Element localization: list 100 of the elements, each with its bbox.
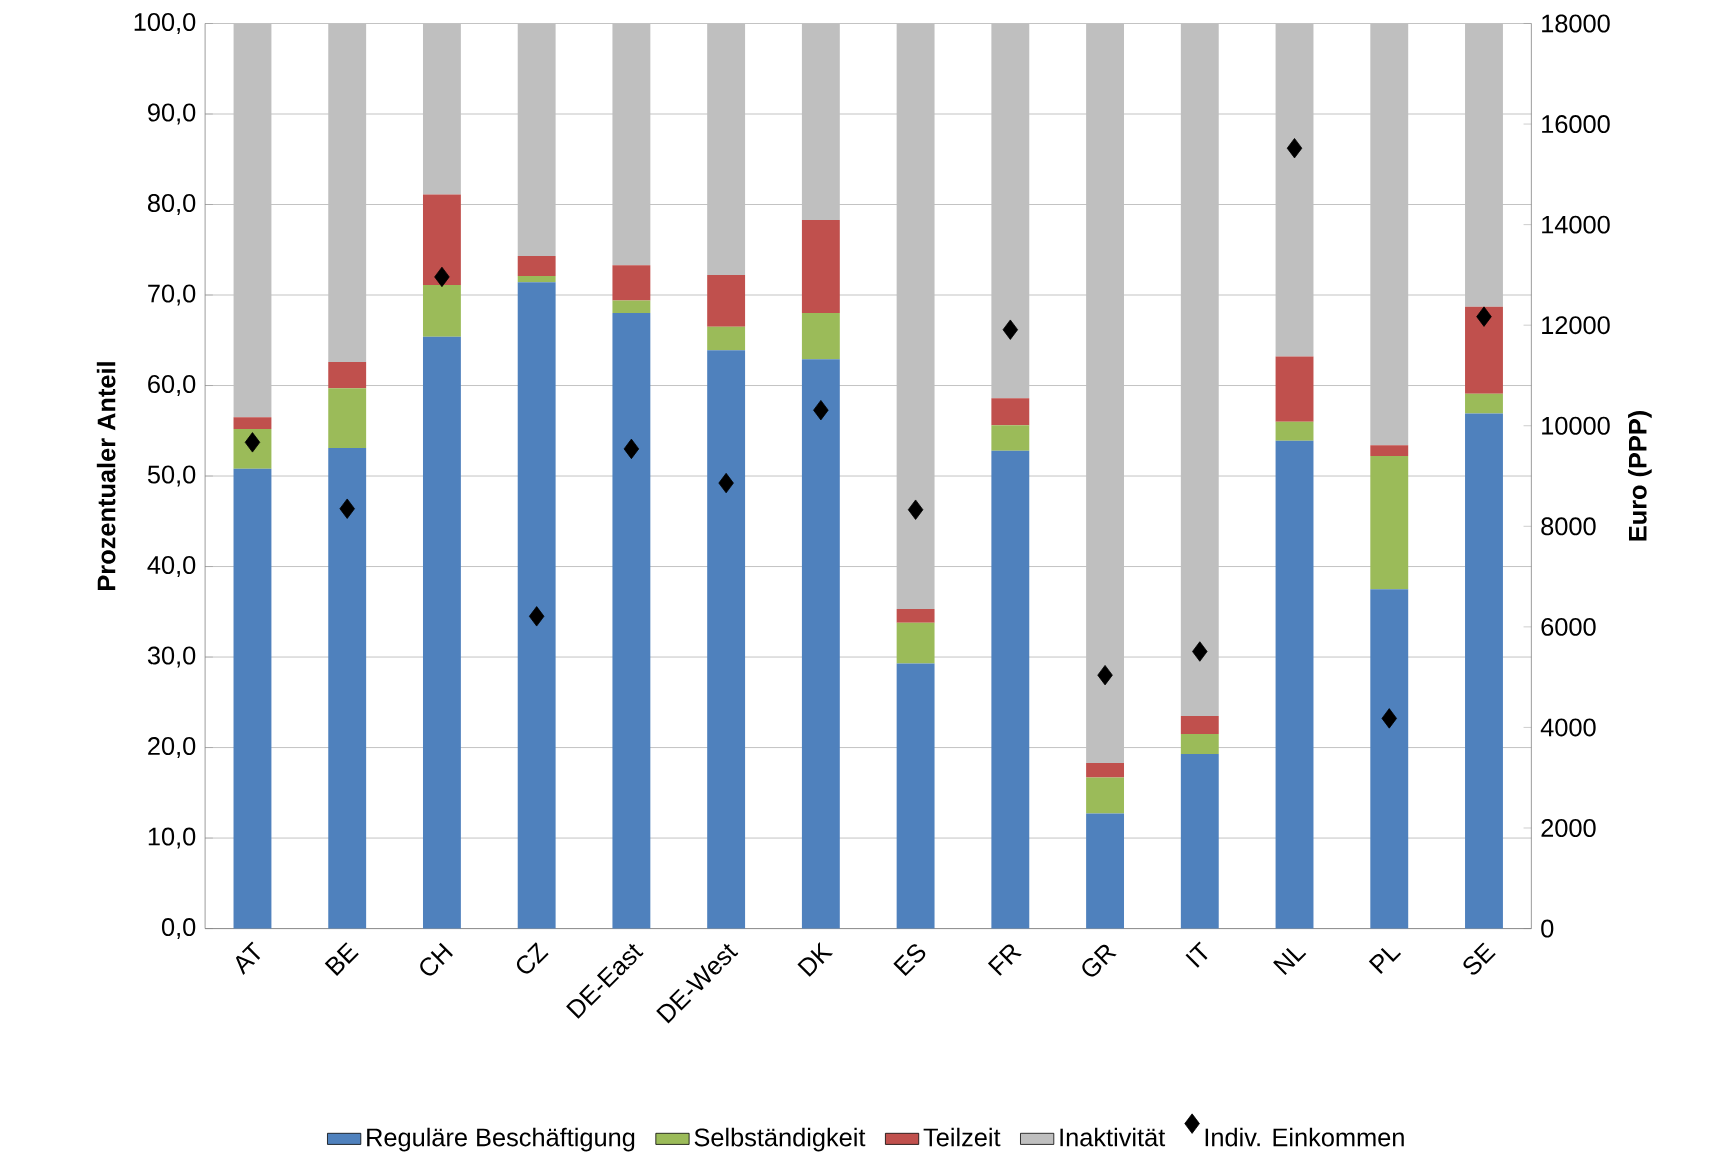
bar (422, 336, 461, 929)
legend-label: Selbständigkeit (694, 1127, 866, 1152)
y-tick-label: 80,0 (147, 194, 196, 216)
bar (1370, 589, 1409, 929)
bar (612, 300, 651, 314)
bar (517, 23, 556, 257)
bar (896, 663, 935, 929)
x-tick-label: DK (797, 942, 834, 977)
y-tick-label: 50,0 (147, 465, 196, 487)
bar (517, 282, 556, 929)
bar (422, 194, 461, 286)
x-tick-label: ES (893, 944, 926, 977)
bar (1465, 306, 1503, 394)
bar (896, 622, 935, 664)
bar (707, 326, 746, 351)
y2-axis-title: Euro (PPP) (1628, 411, 1652, 541)
y2-tick-label: 6000 (1541, 618, 1596, 636)
bar (1086, 777, 1125, 814)
y2-tick-label: 16000 (1542, 115, 1610, 134)
x-tick-label: SE (1463, 942, 1496, 975)
y2-tick-label: 18000 (1542, 14, 1610, 33)
legend-label: Teilzeit (923, 1127, 1001, 1147)
y-tick-label: 30,0 (147, 646, 196, 668)
bar (991, 450, 1030, 929)
y-tick-label: 10,0 (148, 827, 196, 849)
y-tick-label: 60,0 (148, 375, 196, 397)
bar (422, 23, 461, 195)
bar (707, 23, 746, 276)
bar (328, 23, 367, 363)
bar (233, 23, 272, 418)
bar (896, 23, 935, 610)
y-tick-label: 100,0 (134, 13, 196, 35)
bar (1086, 813, 1125, 929)
x-tick-label: GR (1082, 944, 1117, 977)
point (813, 400, 829, 421)
bar (1465, 393, 1503, 414)
y2-tick-label: 10000 (1542, 416, 1610, 435)
bar (233, 468, 272, 929)
legend-label: Indiv. Einkommen (1205, 1127, 1404, 1147)
bar (1465, 413, 1503, 929)
bar (1275, 421, 1314, 441)
y-tick-label: 70,0 (148, 284, 196, 306)
point (623, 438, 640, 460)
y-tick-label: 0,0 (161, 918, 196, 940)
bar (991, 425, 1030, 451)
y2-tick-label: 14000 (1542, 215, 1610, 234)
y2-tick-label: 0 (1541, 919, 1554, 938)
bar (1370, 445, 1409, 457)
x-tick-label: CH (420, 942, 453, 976)
y-tick-label: 90,0 (148, 103, 196, 125)
bar (1086, 763, 1125, 778)
bar (517, 276, 556, 283)
x-tick-label: BE (324, 942, 359, 977)
bar (1180, 716, 1219, 735)
bar (517, 256, 556, 277)
bar (801, 359, 840, 929)
y-axis-title: Prozentualer Anteil (96, 362, 116, 591)
bar (801, 220, 840, 314)
y-tick-label: 20,0 (148, 737, 196, 759)
bar (1370, 23, 1409, 446)
legend-label: Reguläre Beschäftigung (367, 1127, 635, 1152)
point (1002, 319, 1019, 340)
y-tick-label: 40,0 (147, 556, 196, 578)
bar (801, 313, 840, 360)
y2-tick-label: 2000 (1541, 819, 1596, 838)
bar (328, 448, 367, 929)
point (434, 266, 450, 288)
x-tick-label: NL (1273, 948, 1307, 976)
point (339, 498, 355, 519)
point (1097, 665, 1113, 686)
y2-tick-label: 12000 (1542, 316, 1610, 335)
bar (1275, 23, 1314, 357)
bar (801, 23, 840, 221)
bar (1275, 440, 1314, 929)
point (1192, 641, 1208, 662)
bar (1275, 356, 1314, 422)
bar (1086, 23, 1125, 764)
legend-label: Inaktivität (1060, 1127, 1166, 1147)
bar (1180, 734, 1219, 755)
y2-tick-label: 8000 (1541, 517, 1596, 536)
x-tick-label: PL (1368, 948, 1402, 975)
bar (612, 265, 651, 301)
bar (612, 23, 651, 266)
bar (1465, 23, 1503, 307)
bar (896, 609, 935, 623)
bar (707, 350, 746, 929)
bar (1180, 23, 1219, 716)
bar (1370, 456, 1409, 590)
point (1476, 306, 1492, 327)
y2-tick-label: 4000 (1540, 718, 1596, 737)
point (718, 473, 734, 494)
point (1381, 708, 1397, 729)
bar (328, 362, 367, 389)
bar (612, 313, 651, 929)
bar (991, 23, 1030, 399)
point (1286, 138, 1303, 159)
point (528, 606, 545, 627)
point (907, 499, 924, 520)
bar (422, 285, 461, 337)
bar (233, 417, 272, 430)
